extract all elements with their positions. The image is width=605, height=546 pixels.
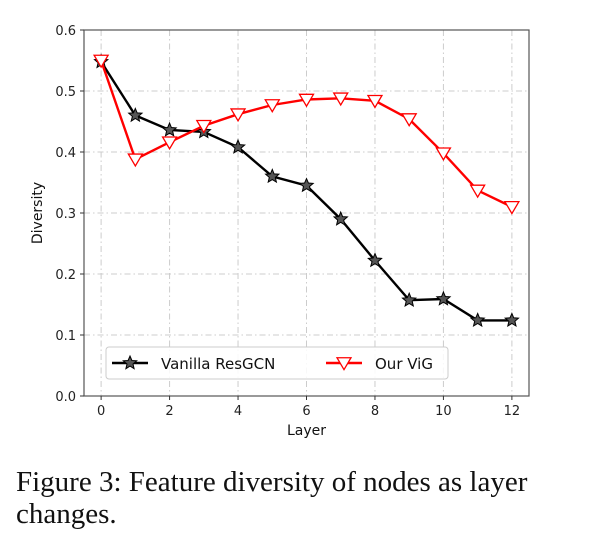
data-point (264, 168, 281, 184)
series-vanilla-resgcn (93, 53, 520, 328)
legend-marker (335, 357, 353, 371)
y-tick-label: 0.1 (55, 329, 76, 344)
x-tick-label: 10 (435, 404, 452, 419)
legend: Vanilla ResGCN Our ViG (105, 346, 449, 380)
legend-label: Our ViG (375, 355, 433, 373)
data-point (195, 119, 212, 134)
data-point (127, 107, 144, 123)
data-point (503, 200, 521, 215)
legend-entry-our-vig: Our ViG (326, 355, 433, 373)
x-tick-label: 0 (97, 404, 105, 419)
data-point (229, 108, 247, 123)
x-tick-label: 4 (234, 404, 242, 419)
y-tick-label: 0.4 (55, 146, 76, 161)
series-group (92, 53, 521, 328)
data-point (503, 312, 520, 328)
y-tick-label: 0.5 (55, 85, 76, 100)
y-axis-label: Diversity (30, 182, 46, 244)
y-tick-label: 0.3 (55, 207, 76, 222)
data-point (230, 138, 246, 154)
axis-ticks: 0 2 4 6 8 10 12 0.0 0.1 0.2 0.3 0.4 0.5 0.6 (55, 24, 520, 419)
figure-caption: Figure 3: Feature diversity of nodes as … (16, 466, 528, 530)
data-point (298, 93, 315, 108)
grid (84, 29, 529, 397)
data-point (332, 92, 349, 107)
y-tick-label: 0.2 (55, 268, 76, 283)
x-tick-label: 2 (165, 404, 173, 419)
data-point (401, 113, 418, 127)
data-point (469, 184, 486, 199)
x-tick-label: 6 (302, 404, 310, 419)
x-tick-label: 8 (371, 404, 379, 419)
data-point (366, 94, 384, 109)
x-axis-label: Layer (287, 423, 326, 439)
data-point (401, 291, 418, 307)
data-point (435, 147, 452, 162)
data-point (367, 252, 383, 268)
x-tick-label: 12 (504, 404, 521, 419)
legend-label: Vanilla ResGCN (161, 355, 275, 373)
legend-box (105, 346, 449, 380)
series-our-vig (92, 54, 521, 215)
y-tick-label: 0.0 (55, 390, 76, 405)
data-point (435, 290, 452, 306)
data-point (161, 136, 178, 151)
data-point (264, 99, 281, 113)
data-point (127, 153, 144, 168)
data-point (469, 312, 486, 328)
data-point (298, 177, 315, 193)
data-point (161, 121, 178, 137)
data-point (92, 54, 110, 69)
data-point (332, 210, 349, 226)
y-tick-label: 0.6 (55, 24, 76, 39)
line-chart: 0 2 4 6 8 10 12 0.0 0.1 0.2 0.3 0.4 0.5 0.6 Layer Div… (30, 24, 530, 439)
legend-marker (122, 354, 138, 370)
legend-entry-vanilla-resgcn: Vanilla ResGCN (112, 354, 275, 373)
